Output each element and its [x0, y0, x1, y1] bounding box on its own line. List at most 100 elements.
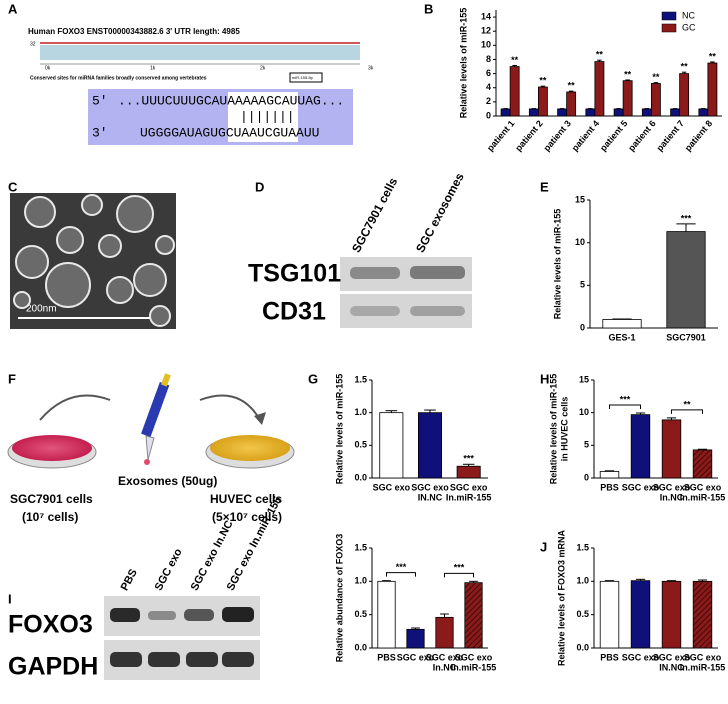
x-tick-label: IN.NC	[659, 662, 684, 672]
y-axis-label: in HUVEC cells	[559, 397, 569, 462]
significance: ***	[681, 213, 692, 223]
panel-label: E	[540, 179, 549, 194]
utr-bar	[40, 45, 360, 60]
x-tick-label: PBS	[600, 482, 619, 492]
panel-label: H	[540, 371, 549, 386]
dish-medium	[210, 435, 290, 461]
utr-tick: 1k	[150, 65, 156, 71]
band	[110, 608, 140, 622]
bar	[509, 66, 520, 117]
significance: ***	[620, 394, 631, 404]
panel-f: Exosomes (50ug) SGC7901 cells (10⁷ cells…	[7, 373, 295, 524]
bar	[417, 412, 442, 479]
significance: ***	[396, 562, 407, 572]
lane-label: SGC exosomes	[413, 170, 467, 255]
y-tick-label: 1.5	[576, 542, 589, 552]
y-tick-label: 1.0	[576, 576, 589, 586]
vesicles	[13, 194, 175, 327]
cell-count: (5×10⁷ cells)	[212, 510, 282, 524]
x-tick-label: patient 8	[683, 118, 714, 153]
y-tick-label: 0.0	[576, 642, 589, 652]
significance: **	[652, 72, 660, 82]
x-tick-label: SGC exo	[450, 482, 488, 492]
x-tick-label: SGC exo	[426, 652, 464, 662]
y-tick-label: 10	[579, 407, 589, 417]
x-tick-label: SGC exo	[684, 482, 722, 492]
y-tick-label: 5	[584, 440, 589, 450]
seq-end: 5'	[92, 93, 108, 108]
y-axis-label: Relative levels of miR-155	[458, 8, 468, 119]
band	[410, 306, 465, 316]
band	[148, 611, 176, 620]
sequence-box	[88, 89, 353, 145]
charts: 0 2 4 6 8 10 12 14 Relative levels of miR-155 ** p…	[334, 8, 725, 673]
panel-label: I	[8, 591, 12, 606]
bar	[377, 580, 396, 649]
bar	[650, 83, 661, 117]
x-tick-label: patient 6	[626, 118, 657, 153]
bar	[456, 465, 481, 479]
utr-tick: 2k	[260, 65, 266, 71]
panel-label: D	[255, 179, 264, 194]
x-tick-label: SGC7901	[666, 332, 706, 342]
arrow	[39, 394, 111, 421]
significance: ***	[463, 454, 474, 464]
bar	[599, 471, 620, 479]
x-tick-label: SGC exo	[455, 652, 493, 662]
utr-title: Human FOXO3 ENST00000343882.6 3' UTR len…	[28, 27, 240, 36]
y-tick-label: 0	[486, 110, 491, 120]
panel-label: J	[540, 539, 547, 554]
x-tick-label: SGC exo	[622, 652, 660, 662]
lane-label: PBS	[119, 567, 140, 593]
panel-label: A	[8, 1, 18, 16]
band	[110, 652, 142, 667]
lane-label: SGC7901 cells	[349, 175, 400, 255]
x-tick-label: SGC exo	[397, 652, 435, 662]
scale-label: 200nm	[26, 304, 57, 315]
dish-medium	[12, 435, 92, 461]
conserved-text: Conserved sites for miRNA families broad…	[30, 75, 207, 81]
significance: **	[596, 50, 604, 60]
bar	[557, 108, 568, 117]
bar	[566, 91, 577, 117]
significance: **	[709, 51, 717, 61]
arrowhead	[254, 412, 266, 425]
y-tick-label: 14	[481, 11, 491, 21]
band	[184, 609, 214, 621]
seed-highlight	[228, 92, 298, 142]
bar	[666, 231, 706, 329]
x-tick-label: patient 4	[570, 118, 601, 153]
bar	[692, 449, 713, 479]
bracket	[444, 572, 474, 578]
significance: **	[511, 55, 519, 65]
significance: **	[568, 81, 576, 91]
sequence: UGGGGAUAGUGCUAAUCGUAAUU	[140, 125, 319, 140]
y-axis-label: Relative levels of miR-155	[548, 374, 558, 485]
lane-label: SGC exo	[153, 546, 185, 592]
bracket	[609, 404, 641, 409]
x-tick-label: SGC exo	[373, 482, 411, 492]
panel-label: C	[8, 179, 18, 194]
bar	[594, 61, 605, 117]
bar	[630, 580, 651, 649]
legend-label: NC	[682, 10, 695, 20]
y-tick-label: 0.5	[354, 440, 367, 450]
x-tick-label: In.NC	[433, 662, 457, 672]
bar	[670, 108, 681, 117]
bar	[698, 108, 709, 117]
band	[410, 266, 465, 279]
legend-swatch	[661, 23, 677, 33]
band	[222, 607, 254, 622]
x-tick-label: SGC exo	[653, 652, 691, 662]
bar	[602, 319, 642, 329]
y-axis-label: Relative levels of miR-155	[334, 374, 344, 485]
x-tick-label: SGC exo	[653, 482, 691, 492]
bar	[435, 616, 454, 649]
y-tick-label: 1.5	[354, 542, 367, 552]
bar	[630, 414, 651, 479]
site-box	[289, 72, 323, 83]
y-tick-label: 4	[486, 82, 491, 92]
y-tick-label: 12	[481, 26, 491, 36]
sequence: ...UUUCUUUGCAUAAAAAGCAUUAG...	[118, 93, 344, 108]
x-tick-label: In.miR-155	[451, 662, 497, 672]
